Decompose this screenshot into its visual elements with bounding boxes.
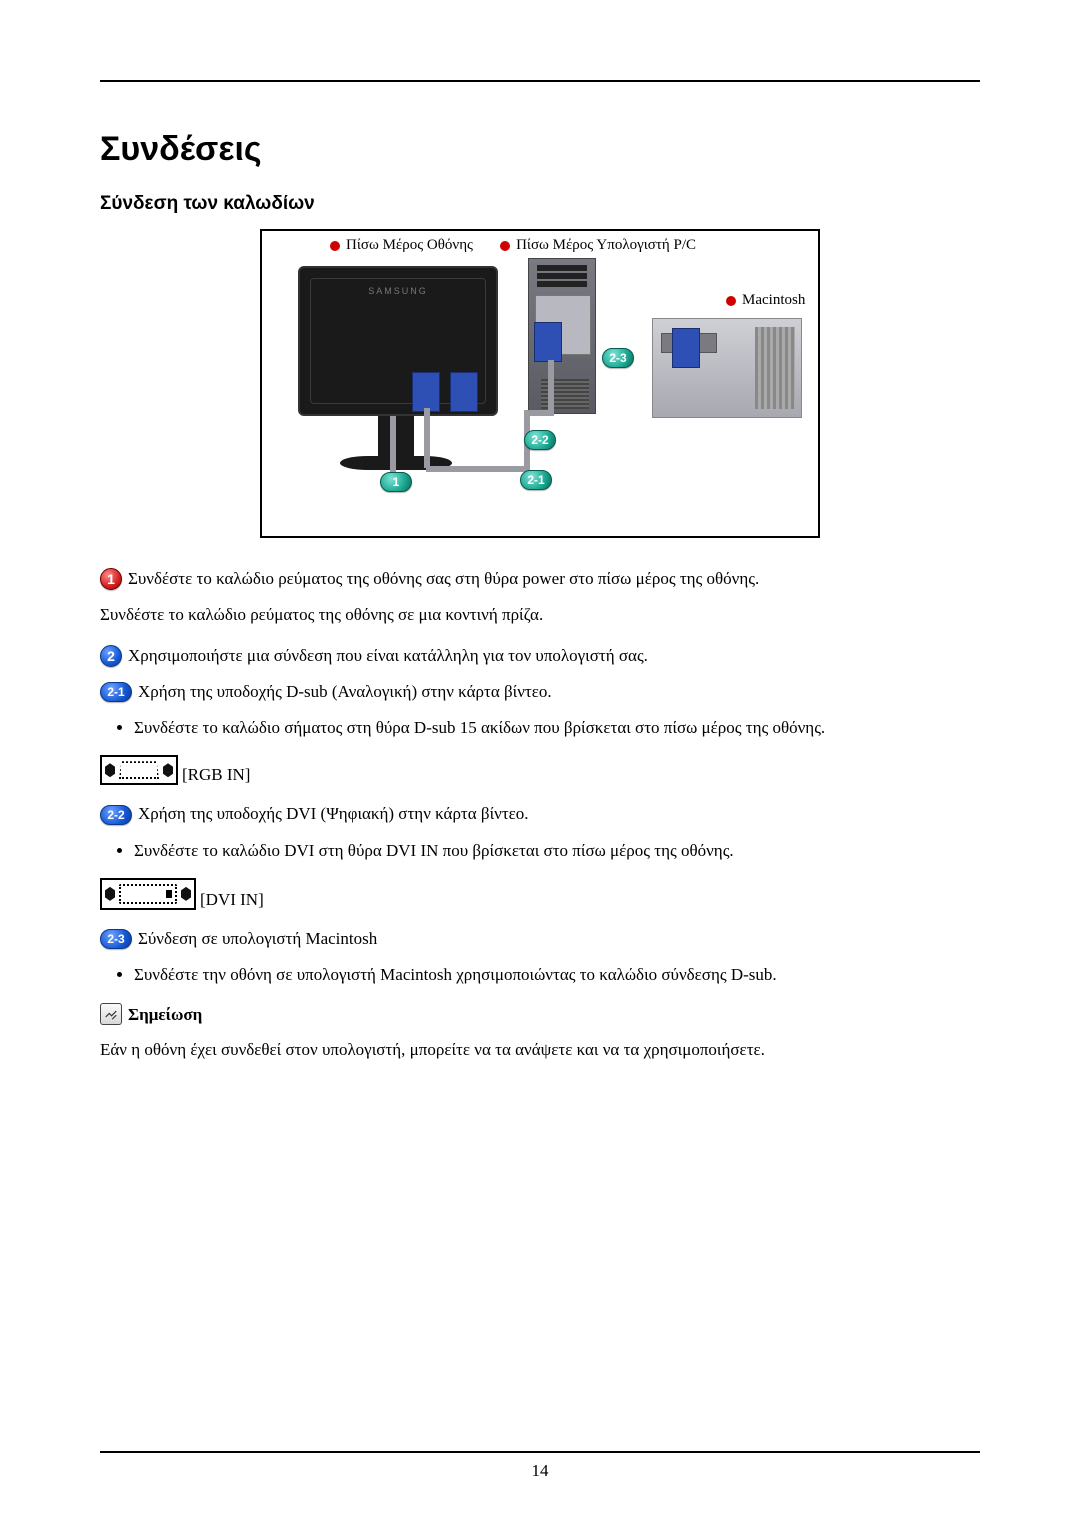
page-footer: 14 <box>100 1451 980 1481</box>
note-text: Εάν η οθόνη έχει συνδεθεί στον υπολογιστ… <box>100 1037 980 1063</box>
port-rgb-row: [RGB IN] <box>100 755 980 785</box>
diagram-badge-1: 1 <box>380 472 412 492</box>
rgb-port-icon <box>100 755 178 785</box>
step-2-2-bullets: Συνδέστε το καλώδιο DVI στη θύρα DVI IN … <box>100 837 980 864</box>
diagram-badge-2-1: 2-1 <box>520 470 552 490</box>
legend-monitor-label: Πίσω Μέρος Οθόνης <box>346 237 473 254</box>
red-dot-icon <box>500 241 510 251</box>
note-heading: Σημείωση <box>100 1003 980 1025</box>
red-dot-icon <box>330 241 340 251</box>
page-title: Συνδέσεις <box>100 130 980 169</box>
step-2-2-text: Χρήση της υποδοχής DVI (Ψηφιακή) στην κά… <box>138 801 529 827</box>
step-2: 2 Χρησιμοποιήστε μια σύνδεση που είναι κ… <box>100 643 980 669</box>
top-rule <box>100 80 980 82</box>
section-subtitle: Σύνδεση των καλωδίων <box>100 193 980 215</box>
port-dvi-row: [DVI IN] <box>100 878 980 910</box>
legend-pc-label: Πίσω Μέρος Υπολογιστή P/C <box>516 237 696 254</box>
step-1-extra: Συνδέστε το καλώδιο ρεύματος της οθόνης … <box>100 602 980 628</box>
connector-blue <box>450 372 478 412</box>
legend-mac: Macintosh <box>726 292 805 309</box>
step-1-text: Συνδέστε το καλώδιο ρεύματος της οθόνης … <box>128 566 759 592</box>
legend-monitor: Πίσω Μέρος Οθόνης <box>330 237 473 254</box>
footer-rule <box>100 1451 980 1453</box>
legend-pc: Πίσω Μέρος Υπολογιστή P/C <box>500 237 696 254</box>
dvi-port-icon <box>100 878 196 910</box>
step-2-1-text: Χρήση της υποδοχής D-sub (Αναλογική) στη… <box>138 679 552 705</box>
red-dot-icon <box>726 296 736 306</box>
monitor-stand-shape <box>378 416 414 460</box>
badge-1-icon: 1 <box>100 568 122 590</box>
step-2-1: 2-1 Χρήση της υποδοχής D-sub (Αναλογική)… <box>100 679 980 705</box>
step-2-2-bullet: Συνδέστε το καλώδιο DVI στη θύρα DVI IN … <box>134 837 980 864</box>
diagram-badge-2-3: 2-3 <box>602 348 634 368</box>
port-dvi-label: [DVI IN] <box>200 890 264 910</box>
step-2-3: 2-3 Σύνδεση σε υπολογιστή Macintosh <box>100 926 980 952</box>
page-number: 14 <box>100 1461 980 1481</box>
legend-mac-label: Macintosh <box>742 292 805 309</box>
port-rgb-label: [RGB IN] <box>182 765 250 785</box>
step-2-3-bullet: Συνδέστε την οθόνη σε υπολογιστή Macinto… <box>134 961 980 988</box>
step-2-1-bullets: Συνδέστε το καλώδιο σήματος στη θύρα D-s… <box>100 714 980 741</box>
badge-2-2-icon: 2-2 <box>100 805 132 825</box>
step-1: 1 Συνδέστε το καλώδιο ρεύματος της οθόνη… <box>100 566 980 592</box>
step-2-3-bullets: Συνδέστε την οθόνη σε υπολογιστή Macinto… <box>100 961 980 988</box>
connection-diagram: Πίσω Μέρος Οθόνης Πίσω Μέρος Υπολογιστή … <box>100 229 980 538</box>
connector-blue <box>534 322 562 362</box>
diagram-badge-2-2: 2-2 <box>524 430 556 450</box>
step-2-text: Χρησιμοποιήστε μια σύνδεση που είναι κατ… <box>128 643 648 669</box>
note-icon <box>100 1003 122 1025</box>
badge-2-1-icon: 2-1 <box>100 682 132 702</box>
step-2-2: 2-2 Χρήση της υποδοχής DVI (Ψηφιακή) στη… <box>100 801 980 827</box>
monitor-brand: SAMSUNG <box>300 286 496 296</box>
badge-2-icon: 2 <box>100 645 122 667</box>
note-label: Σημείωση <box>128 1005 202 1025</box>
step-2-3-text: Σύνδεση σε υπολογιστή Macintosh <box>138 926 377 952</box>
step-2-1-bullet: Συνδέστε το καλώδιο σήματος στη θύρα D-s… <box>134 714 980 741</box>
badge-2-3-icon: 2-3 <box>100 929 132 949</box>
connector-blue <box>672 328 700 368</box>
connector-blue <box>412 372 440 412</box>
